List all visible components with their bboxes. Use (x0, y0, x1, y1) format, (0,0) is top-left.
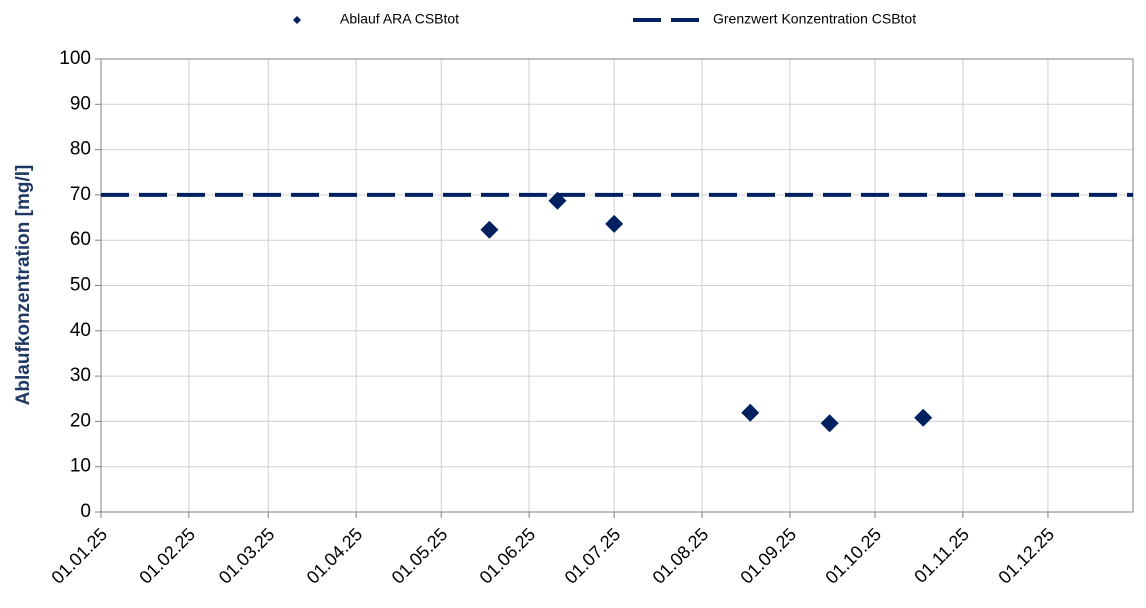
y-tick-label: 40 (70, 320, 91, 341)
x-tick-label: 01.01.25 (47, 524, 111, 588)
y-tick-label: 0 (80, 501, 91, 522)
data-point (480, 220, 499, 239)
x-tick-label: 01.12.25 (994, 524, 1058, 588)
data-point (914, 408, 933, 427)
y-tick-label: 50 (70, 275, 91, 296)
x-tick-label: 01.02.25 (135, 524, 199, 588)
y-tick-label: 90 (70, 93, 91, 114)
x-tick-label: 01.03.25 (215, 524, 279, 588)
data-point (741, 403, 760, 422)
legend-label: Ablauf ARA CSBtot (340, 11, 459, 27)
plot-border (100, 58, 1134, 513)
x-tick-label: 01.04.25 (303, 524, 367, 588)
y-tick-label: 100 (59, 48, 91, 69)
x-tick-label: 01.05.25 (388, 524, 452, 588)
y-tick-label: 30 (70, 365, 91, 386)
y-tick-label: 80 (70, 139, 91, 160)
data-point (605, 214, 624, 233)
x-tick-label: 01.07.25 (561, 524, 625, 588)
x-tick-label: 01.09.25 (736, 524, 800, 588)
x-tick-label: 01.10.25 (821, 524, 885, 588)
x-tick-label: 01.06.25 (476, 524, 540, 588)
x-tick-label: 01.11.25 (910, 524, 973, 587)
y-tick-label: 10 (70, 456, 91, 477)
legend-label: Grenzwert Konzentration CSBtot (713, 11, 916, 27)
y-tick-label: 20 (70, 410, 91, 431)
y-tick-label: 70 (70, 184, 91, 205)
data-point (820, 414, 839, 433)
y-tick-label: 60 (70, 229, 91, 250)
x-tick-label: 01.08.25 (649, 524, 713, 588)
y-axis-label: Ablaufkonzentration [mg/l] (13, 165, 34, 406)
legend-swatch (293, 16, 301, 24)
